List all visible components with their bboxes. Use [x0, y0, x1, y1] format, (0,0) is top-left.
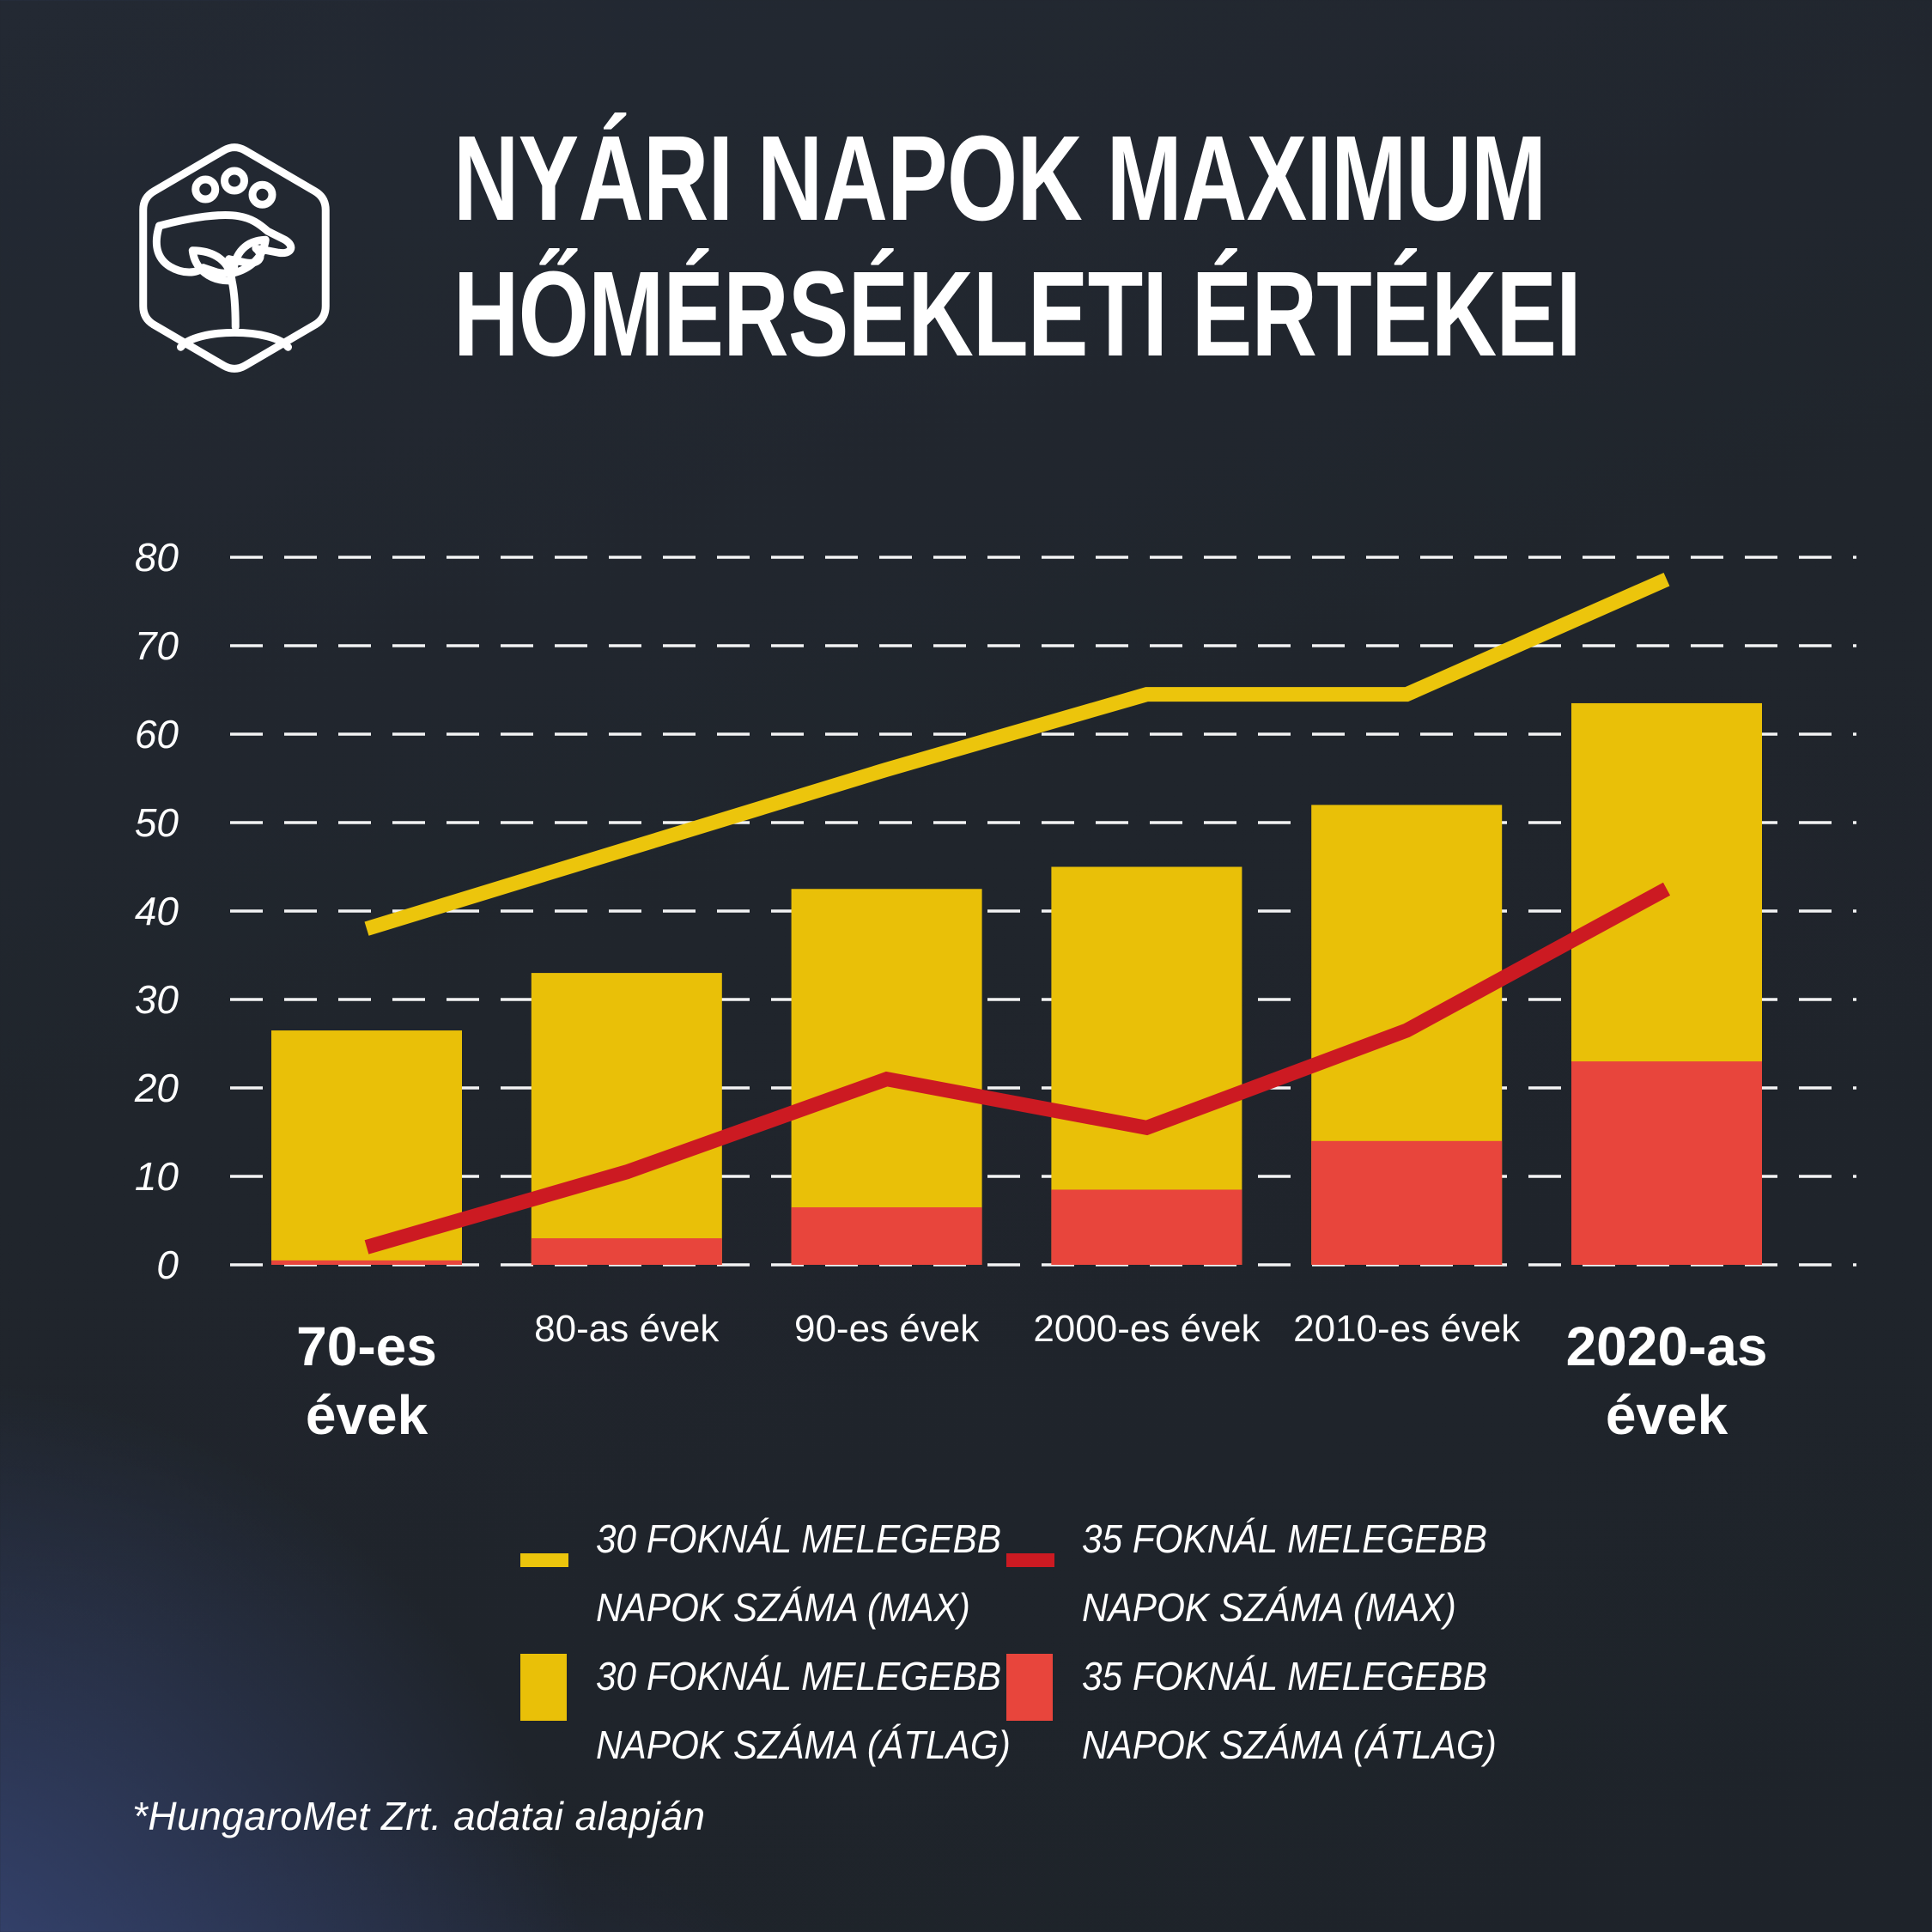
legend-label-line2: NAPOK SZÁMA (MAX)	[1082, 1585, 1456, 1630]
x-axis-label-5: évek	[1606, 1384, 1728, 1446]
legend-label: 30 FOKNÁL MELEGEBB NAPOK SZÁMA (ÁTLAG)	[596, 1642, 1011, 1779]
bar-30-avg-1	[531, 973, 722, 1265]
y-axis-label-50: 50	[135, 800, 179, 845]
y-axis-label-70: 70	[135, 623, 179, 668]
legend-label: 30 FOKNÁL MELEGEBB NAPOK SZÁMA (MAX)	[596, 1504, 1001, 1642]
legend-label-line2: NAPOK SZÁMA (MAX)	[596, 1585, 970, 1630]
x-axis-label-4: 2010-es évek	[1293, 1308, 1521, 1350]
legend: 30 FOKNÁL MELEGEBB NAPOK SZÁMA (MAX) 35 …	[0, 1501, 1932, 1810]
y-axis-label-0: 0	[156, 1242, 179, 1287]
logo	[127, 118, 342, 398]
legend-label-line1: 30 FOKNÁL MELEGEBB	[596, 1654, 1001, 1698]
legend-label-line1: 35 FOKNÁL MELEGEBB	[1082, 1516, 1487, 1561]
legend-label-line2: NAPOK SZÁMA (ÁTLAG)	[596, 1722, 1011, 1767]
x-axis-label-1: 80-as évek	[534, 1308, 720, 1350]
y-axis-label-60: 60	[135, 712, 179, 756]
x-axis-label-5: 2020-as	[1566, 1315, 1768, 1377]
bar-35-avg-0	[271, 1260, 462, 1265]
legend-label-line1: 30 FOKNÁL MELEGEBB	[596, 1516, 1001, 1561]
line-30-max	[364, 572, 1670, 936]
legend-swatch-red-line	[1006, 1553, 1054, 1567]
y-axis-label-40: 40	[135, 889, 179, 933]
x-axis-label-0: 70-es	[296, 1315, 437, 1377]
bar-35-avg-4	[1311, 1140, 1503, 1265]
legend-swatch-yellow-bar	[520, 1654, 567, 1721]
legend-item-35-max: 35 FOKNÁL MELEGEBB NAPOK SZÁMA (MAX)	[1006, 1504, 1487, 1642]
x-axis-label-0: évek	[306, 1384, 428, 1446]
line-35-max	[364, 882, 1671, 1255]
y-axis-label-20: 20	[134, 1066, 179, 1110]
x-axis-label-3: 2000-es évek	[1033, 1308, 1261, 1350]
bar-35-avg-3	[1051, 1189, 1242, 1265]
bar-35-avg-1	[531, 1238, 722, 1265]
legend-item-35-avg: 35 FOKNÁL MELEGEBB NAPOK SZÁMA (ÁTLAG)	[1006, 1642, 1497, 1779]
legend-label-line1: 35 FOKNÁL MELEGEBB	[1082, 1654, 1487, 1698]
page-title: NYÁRI NAPOK MAXIMUM HŐMÉRSÉKLETI ÉRTÉKEI	[453, 110, 1932, 381]
y-axis-label-10: 10	[135, 1154, 179, 1199]
hand-planting-seeds-icon	[139, 143, 330, 373]
title-line-2: HŐMÉRSÉKLETI ÉRTÉKEI	[453, 246, 1582, 381]
legend-item-30-avg: 30 FOKNÁL MELEGEBB NAPOK SZÁMA (ÁTLAG)	[520, 1642, 1011, 1779]
bar-35-avg-5	[1571, 1061, 1762, 1265]
legend-item-30-max: 30 FOKNÁL MELEGEBB NAPOK SZÁMA (MAX)	[520, 1504, 1001, 1642]
title-line-1: NYÁRI NAPOK MAXIMUM	[453, 110, 1546, 246]
legend-swatch-red-bar	[1006, 1654, 1053, 1721]
x-axis-label-2: 90-es évek	[794, 1308, 980, 1350]
y-axis-label-30: 30	[135, 977, 179, 1022]
legend-label: 35 FOKNÁL MELEGEBB NAPOK SZÁMA (MAX)	[1082, 1504, 1487, 1642]
y-axis-label-80: 80	[135, 535, 179, 580]
bar-35-avg-2	[791, 1207, 982, 1265]
legend-label: 35 FOKNÁL MELEGEBB NAPOK SZÁMA (ÁTLAG)	[1082, 1642, 1497, 1779]
source-note: *HungaroMet Zrt. adatai alapján	[132, 1794, 706, 1838]
legend-swatch-yellow-line	[520, 1553, 568, 1567]
legend-label-line2: NAPOK SZÁMA (ÁTLAG)	[1082, 1722, 1497, 1767]
